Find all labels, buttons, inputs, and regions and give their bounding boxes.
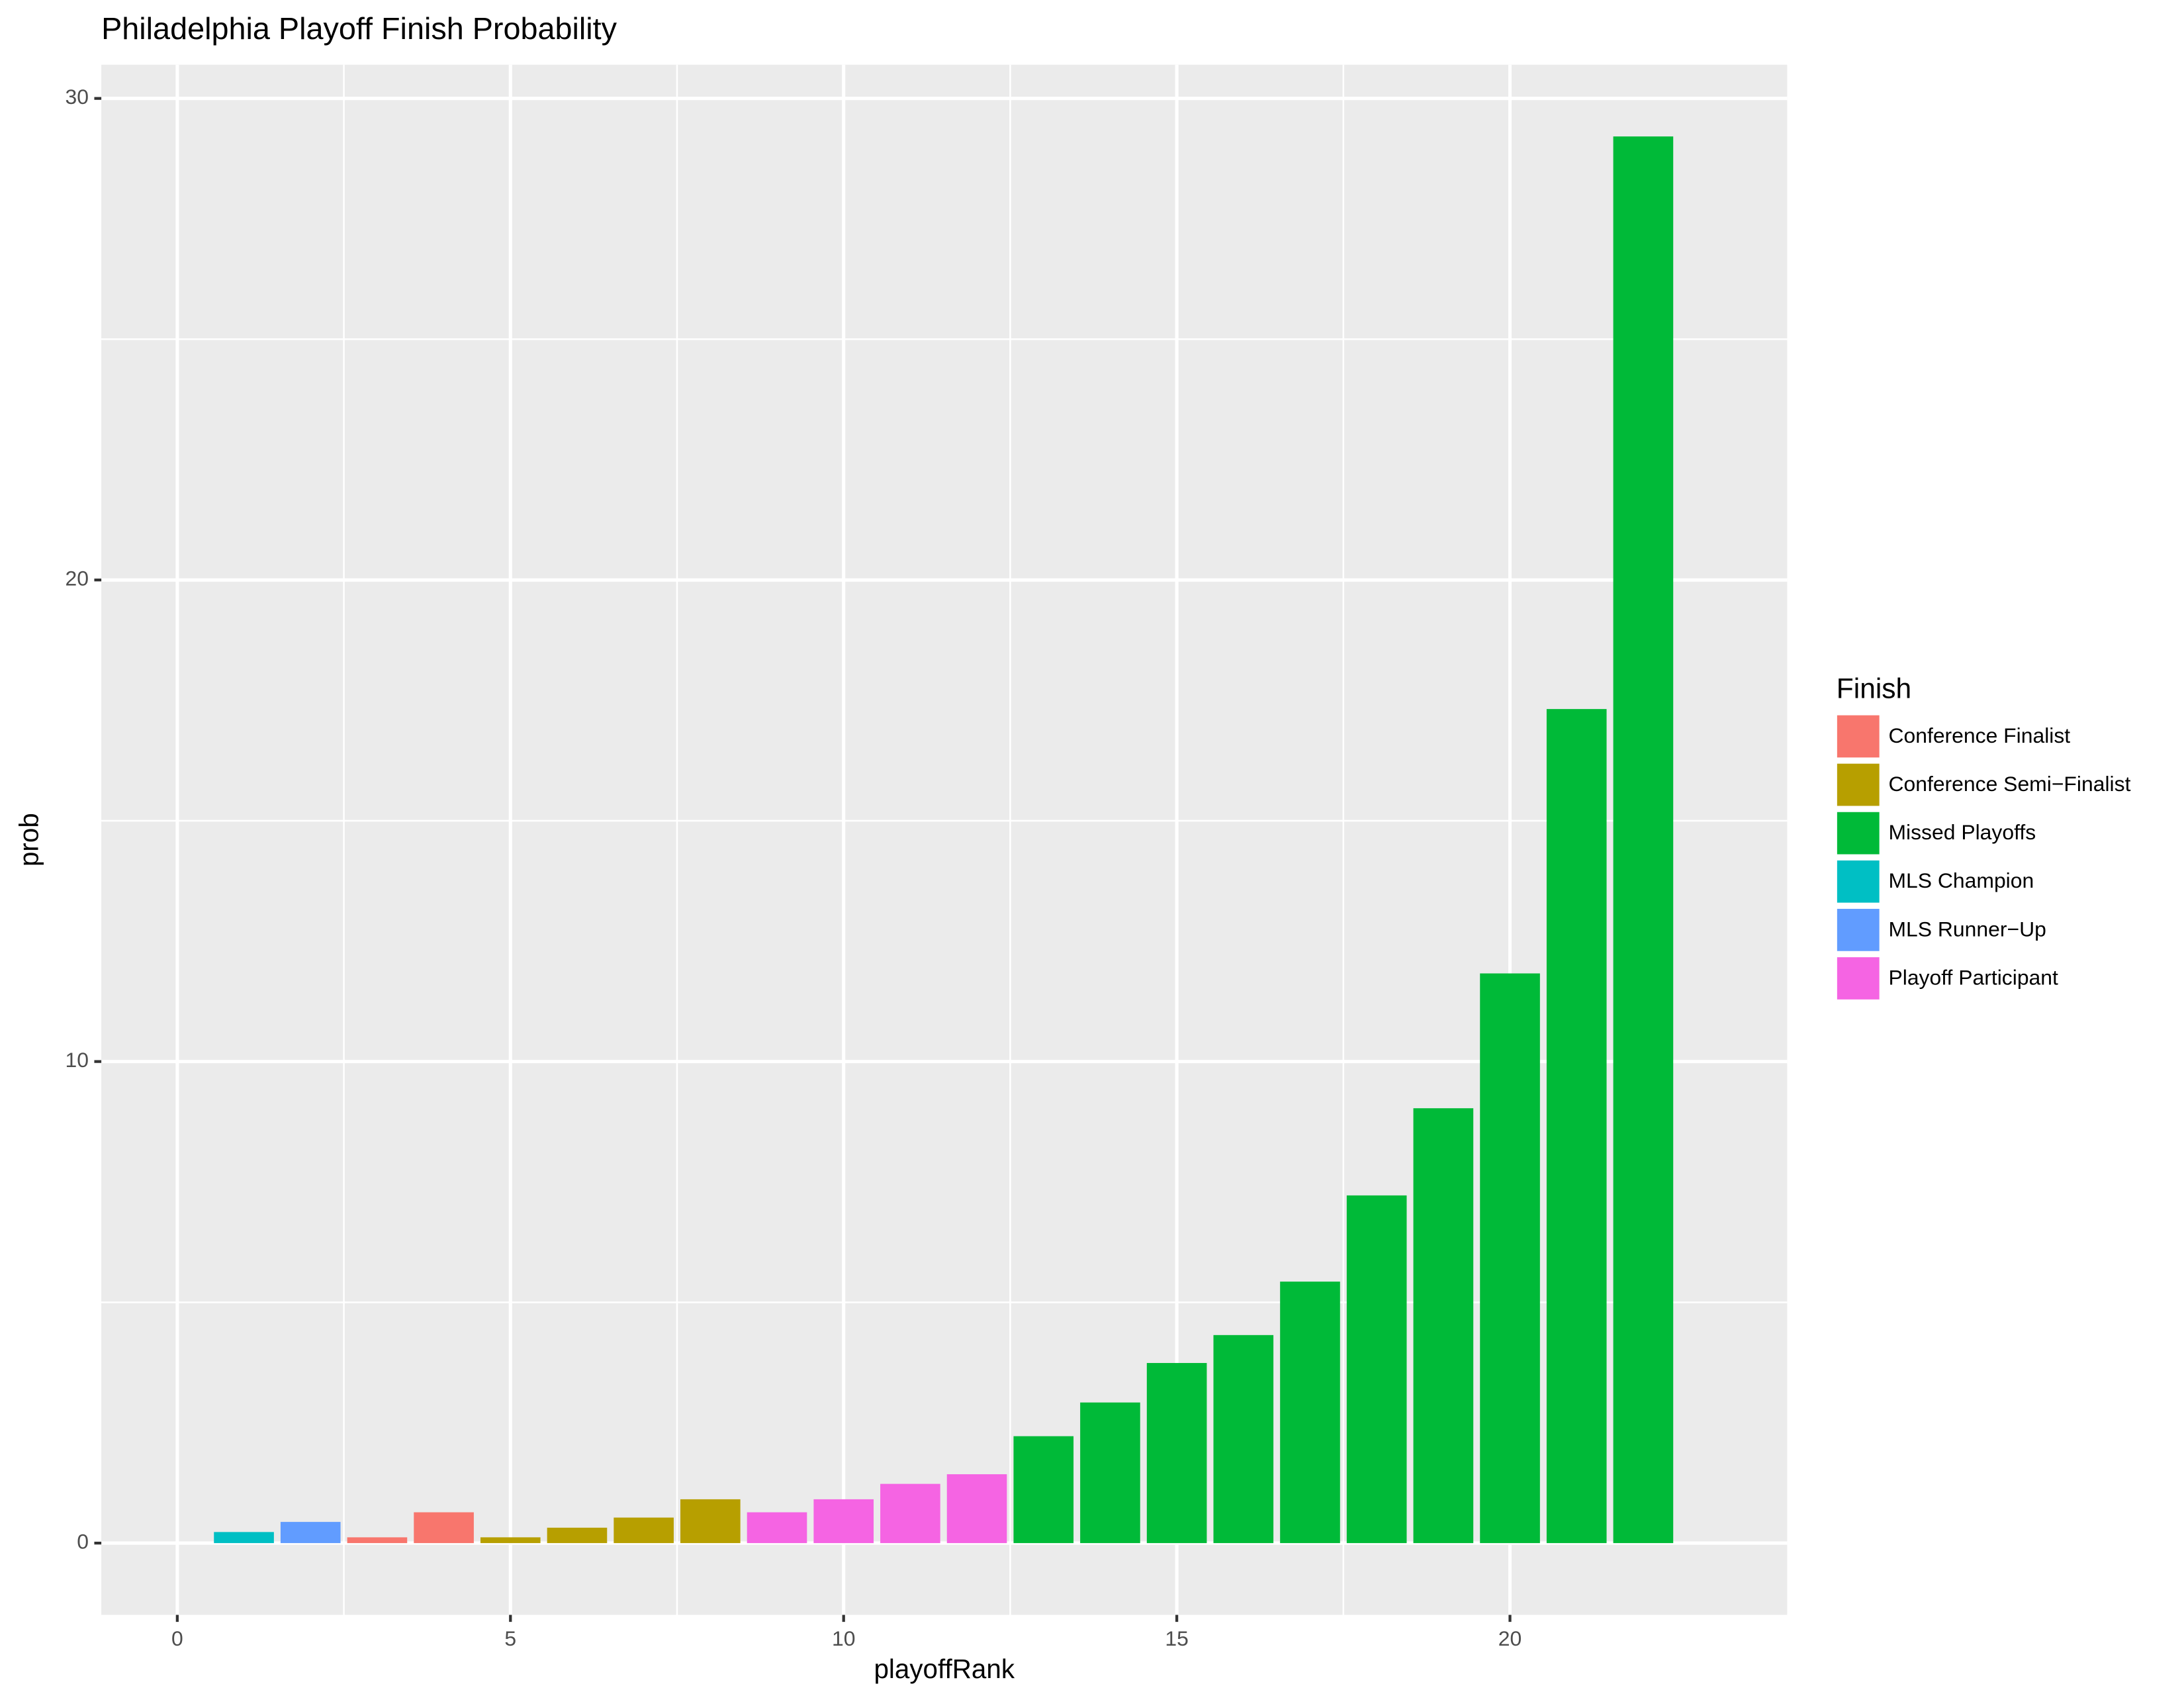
- bar: [880, 1483, 940, 1544]
- bar: [547, 1527, 608, 1544]
- bar: [1346, 1195, 1407, 1544]
- legend-label: Playoff Participant: [1888, 965, 2058, 989]
- legend-label: Missed Playoffs: [1888, 820, 2036, 844]
- bar: [1480, 973, 1540, 1544]
- x-tick-label: 20: [1498, 1626, 1522, 1650]
- legend-label: MLS Runner−Up: [1888, 917, 2046, 941]
- x-axis-title: playoffRank: [874, 1654, 1015, 1684]
- y-tick-label: 30: [65, 85, 88, 109]
- bar: [480, 1537, 541, 1544]
- bar: [214, 1532, 274, 1544]
- x-tick-label: 15: [1165, 1626, 1188, 1650]
- x-tick-label: 0: [171, 1626, 183, 1650]
- y-tick-label: 0: [77, 1530, 89, 1554]
- bar: [747, 1512, 807, 1544]
- legend-label: MLS Champion: [1888, 868, 2034, 892]
- bar: [1080, 1402, 1140, 1544]
- legend-key: [1835, 762, 1881, 808]
- legend-key: [1835, 810, 1881, 856]
- bar: [414, 1512, 474, 1544]
- legend-label: Conference Finalist: [1888, 724, 2070, 747]
- y-tick-label: 20: [65, 567, 88, 590]
- chart-title: Philadelphia Playoff Finish Probability: [101, 11, 617, 46]
- bar: [614, 1517, 674, 1544]
- y-axis-title: prob: [13, 813, 44, 867]
- bar: [1546, 709, 1607, 1544]
- y-tick-label: 10: [65, 1048, 88, 1072]
- legend-label: Conference Semi−Finalist: [1888, 772, 2130, 796]
- bar: [946, 1474, 1007, 1544]
- bar: [347, 1537, 408, 1544]
- legend-key: [1835, 955, 1881, 1001]
- bar: [280, 1522, 341, 1544]
- bar: [1013, 1436, 1074, 1544]
- bar: [1613, 136, 1674, 1544]
- x-tick-label: 5: [504, 1626, 516, 1650]
- legend-key: [1835, 907, 1881, 953]
- bar: [1413, 1108, 1474, 1544]
- legend-key: [1835, 859, 1881, 904]
- bar: [680, 1499, 741, 1544]
- bar: [1280, 1282, 1340, 1544]
- x-tick-label: 10: [832, 1626, 855, 1650]
- bar: [813, 1499, 874, 1544]
- legend-key: [1835, 714, 1881, 759]
- bar: [1146, 1363, 1207, 1544]
- legend-title: Finish: [1837, 674, 1911, 705]
- bar: [1213, 1335, 1274, 1544]
